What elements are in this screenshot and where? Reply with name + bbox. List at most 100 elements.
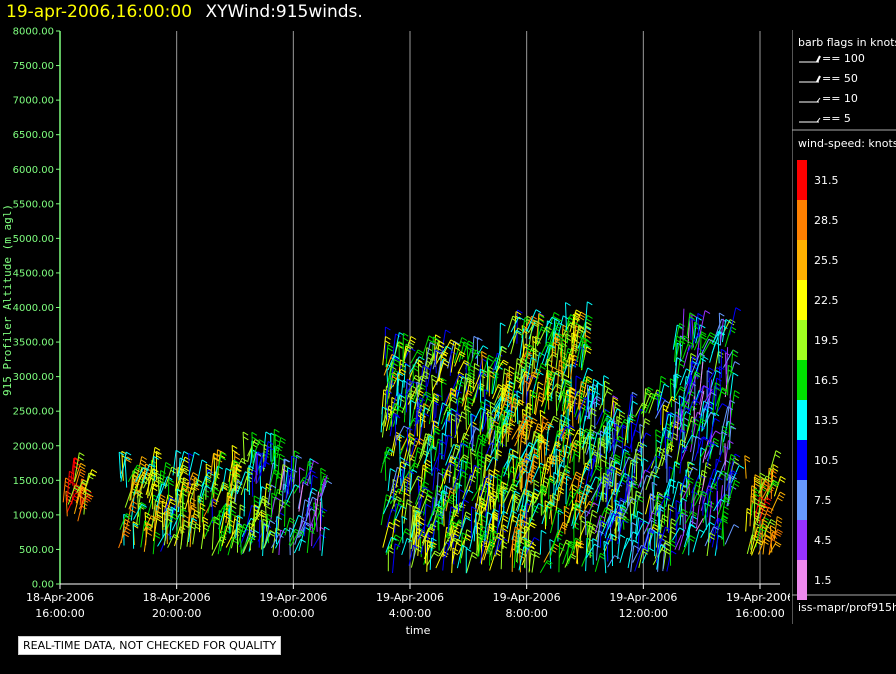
wind-barb <box>451 547 459 574</box>
wind-barb <box>83 488 92 515</box>
wind-barb <box>270 492 278 516</box>
wind-barb <box>660 396 667 425</box>
wind-barb <box>447 506 457 533</box>
wind-barb <box>468 349 482 369</box>
wind-barb <box>495 359 509 373</box>
wind-barb <box>461 389 473 407</box>
wind-barb <box>558 426 572 441</box>
wind-barb <box>196 459 208 487</box>
wind-barb <box>409 468 418 495</box>
wind-barb <box>291 450 300 482</box>
wind-barb <box>516 309 523 344</box>
wind-barb <box>559 465 571 487</box>
wind-barb <box>568 488 584 507</box>
wind-barb <box>441 339 457 357</box>
colorbar-swatch <box>797 400 807 440</box>
wind-barb <box>750 526 763 555</box>
wind-barb <box>563 505 570 535</box>
wind-barb <box>656 383 670 411</box>
wind-barb <box>617 534 626 560</box>
wind-barb <box>450 529 460 551</box>
wind-barb <box>625 477 635 501</box>
wind-barb <box>319 507 328 530</box>
wind-barb <box>466 343 473 371</box>
wind-barb <box>519 456 525 483</box>
wind-barb <box>526 371 538 392</box>
wind-barb <box>386 508 397 528</box>
wind-barb <box>584 301 593 334</box>
wind-barb <box>77 498 89 522</box>
wind-barb <box>388 371 399 399</box>
wind-barb <box>436 472 444 507</box>
wind-barb <box>284 499 291 527</box>
wind-barb <box>663 413 674 437</box>
wind-barb <box>457 360 470 374</box>
wind-barb <box>524 472 535 496</box>
wind-barb <box>635 510 643 534</box>
wind-barb <box>710 470 723 488</box>
wind-barb <box>76 479 89 494</box>
wind-barb <box>503 483 518 503</box>
data-source-label: iss-mapr/prof915h <box>798 601 896 614</box>
wind-barb <box>635 520 650 539</box>
wind-barb <box>168 478 174 503</box>
wind-barb <box>536 313 545 344</box>
wind-barb <box>420 407 431 428</box>
wind-barb <box>210 452 219 477</box>
wind-barb <box>133 503 147 520</box>
wind-barb <box>448 387 457 422</box>
wind-barb <box>502 409 515 426</box>
wind-barb <box>633 408 646 437</box>
wind-barb <box>682 344 691 369</box>
wind-barb <box>252 439 265 459</box>
wind-barb <box>448 455 457 483</box>
colorbar-label: 25.5 <box>814 254 839 267</box>
wind-barb <box>645 470 657 491</box>
wind-barb <box>207 487 220 514</box>
wind-barb <box>153 505 162 539</box>
flag-legend-label: == 5 <box>822 112 851 125</box>
wind-barb <box>596 530 604 561</box>
wind-barb <box>527 417 538 440</box>
colorbar-label: 10.5 <box>814 454 839 467</box>
wind-barb <box>230 509 237 533</box>
wind-barb <box>395 425 410 441</box>
wind-barb <box>724 524 740 545</box>
wind-barb <box>531 551 541 573</box>
wind-barb <box>470 506 477 540</box>
flag-legend-row: == 100 <box>798 52 865 65</box>
wind-barb <box>264 500 271 532</box>
wind-barb <box>289 514 304 538</box>
wind-barb <box>610 509 624 529</box>
y-tick-label: 3000.00 <box>13 372 54 383</box>
wind-barb <box>516 414 530 440</box>
flag-legend-label: == 50 <box>822 72 858 85</box>
wind-barb <box>403 499 413 524</box>
wind-barb <box>651 481 658 512</box>
wind-barb <box>664 411 673 443</box>
wind-barb <box>254 498 268 521</box>
wind-barb <box>186 521 196 547</box>
wind-barb <box>250 511 266 529</box>
y-tick-label: 5500.00 <box>13 199 54 210</box>
y-tick-label: 7000.00 <box>13 96 54 107</box>
wind-barb <box>590 378 599 410</box>
wind-barb <box>539 341 553 358</box>
wind-barb <box>423 489 433 516</box>
wind-barb <box>465 405 472 430</box>
wind-barb <box>293 538 306 554</box>
wind-barb <box>666 504 674 532</box>
wind-barb <box>610 397 619 420</box>
wind-barb <box>145 468 159 496</box>
wind-barb <box>489 401 496 429</box>
wind-barb <box>73 452 85 483</box>
wind-barb <box>666 550 677 572</box>
wind-barb <box>632 490 642 516</box>
wind-barb <box>437 359 450 382</box>
y-axis-label: 915 Profiler Altitude (m agl) <box>1 204 14 396</box>
wind-barb <box>621 424 628 457</box>
wind-barb <box>484 511 493 542</box>
colorbar-swatch <box>797 240 807 280</box>
wind-barb <box>728 479 741 503</box>
x-tick-label-date: 19-Apr-2006 <box>376 591 444 604</box>
